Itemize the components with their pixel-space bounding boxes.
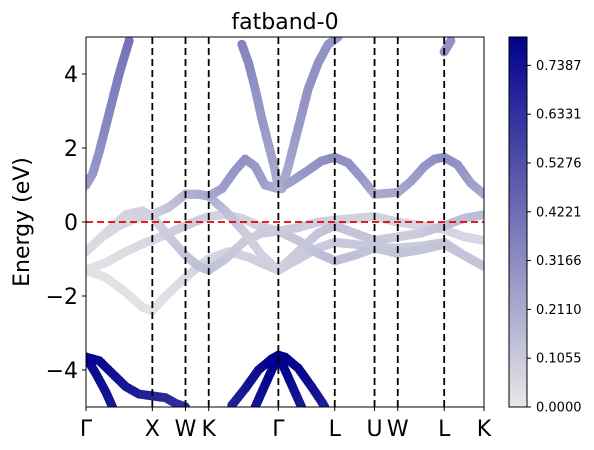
y-tick-label: 0 bbox=[64, 211, 78, 236]
x-tick-label: Γ bbox=[80, 417, 93, 442]
x-tick-label: K bbox=[201, 417, 216, 442]
y-tick-label: −4 bbox=[46, 359, 78, 384]
band-4-point bbox=[479, 189, 484, 199]
band-7-point bbox=[273, 184, 283, 194]
band-12-point bbox=[296, 402, 307, 407]
y-axis-ticks: −4 −2 0 2 4 bbox=[46, 63, 86, 384]
x-tick-label: K bbox=[477, 417, 492, 442]
colorbar-tick-label: 0.4221 bbox=[536, 205, 582, 220]
y-tick-label: −2 bbox=[46, 285, 78, 310]
y-tick-label: 4 bbox=[64, 63, 78, 88]
colorbar-tick-label: 0.0000 bbox=[536, 401, 582, 416]
band-0-point bbox=[479, 235, 484, 246]
colorbar-tick-label: 0.6331 bbox=[536, 108, 582, 123]
x-tick-label: L bbox=[329, 417, 342, 442]
k-point-lines bbox=[151, 37, 446, 407]
band-5-point bbox=[124, 37, 134, 46]
chart-title: fatband-0 bbox=[231, 10, 338, 35]
colorbar bbox=[508, 36, 528, 408]
band-10-point bbox=[320, 402, 330, 407]
y-axis-label: Energy (eV) bbox=[10, 157, 35, 287]
x-tick-label: U bbox=[366, 417, 382, 442]
colorbar-tick-label: 0.7387 bbox=[536, 59, 582, 74]
x-tick-label: L bbox=[438, 417, 451, 442]
colorbar-tick-label: 0.3166 bbox=[536, 254, 582, 269]
band-3-point bbox=[479, 261, 484, 271]
x-tick-label: X bbox=[145, 417, 160, 442]
colorbar-ticks: 0.0000 0.1055 0.2110 0.3166 0.4221 0.5276 0.63… bbox=[527, 59, 582, 416]
band-6-point bbox=[333, 37, 343, 42]
y-tick-label: 2 bbox=[64, 137, 78, 162]
colorbar-tick-label: 0.5276 bbox=[536, 156, 582, 171]
x-tick-label: Γ bbox=[272, 417, 285, 442]
band-11-point bbox=[107, 402, 118, 407]
x-tick-label: W bbox=[387, 417, 409, 442]
colorbar-tick-label: 0.1055 bbox=[536, 352, 582, 367]
band-2-point bbox=[479, 210, 484, 220]
colorbar-tick-label: 0.2110 bbox=[536, 303, 582, 318]
band-8-point bbox=[446, 37, 456, 46]
x-tick-label: W bbox=[175, 417, 197, 442]
